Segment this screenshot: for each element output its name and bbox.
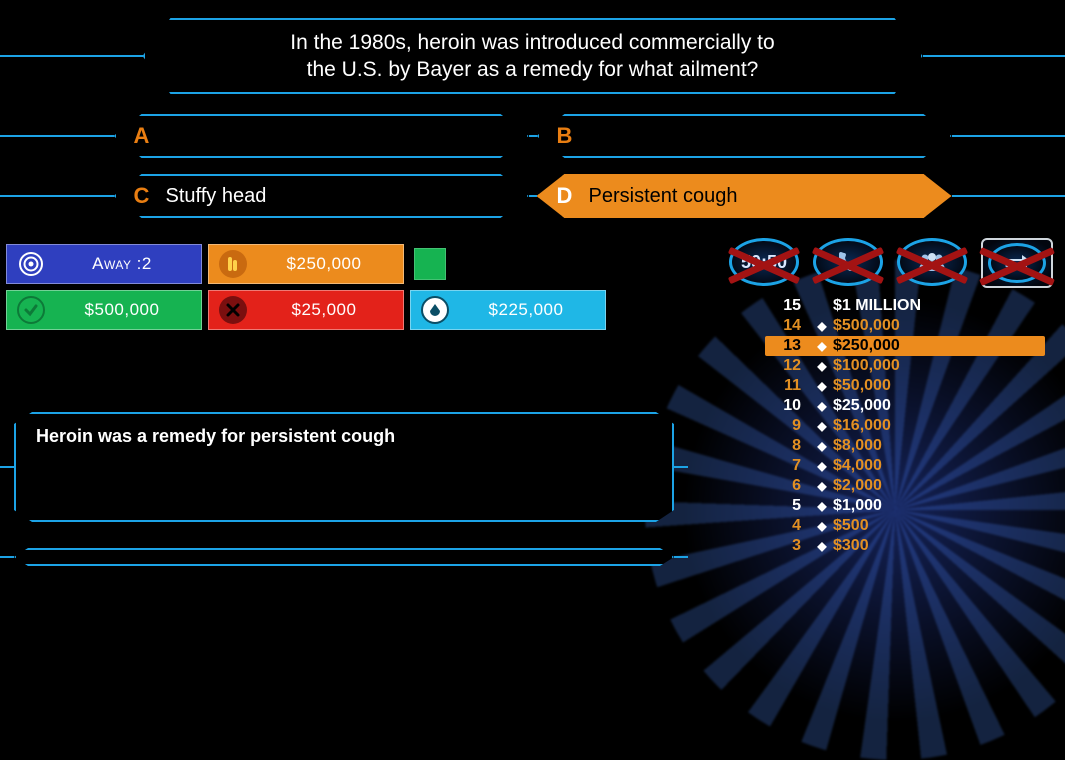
ladder-amount: $1 MILLION: [833, 297, 1039, 315]
ladder-num: 14: [771, 317, 811, 335]
ladder-amount: $500: [833, 517, 1039, 535]
ladder-amount: $25,000: [833, 397, 1039, 415]
ladder-num: 10: [771, 397, 811, 415]
tile-walk-label: $225,000: [457, 300, 595, 320]
ladder-amount: $16,000: [833, 417, 1039, 435]
bottom-strip: [0, 548, 700, 566]
answer-row-ab: A B: [0, 114, 1065, 158]
ladder-amount: $300: [833, 537, 1039, 555]
diamond-icon: ◆: [811, 499, 833, 513]
bottom-hex: [14, 548, 674, 566]
coins-icon: [219, 250, 247, 278]
ladder-row: 13◆$250,000: [765, 336, 1045, 356]
ladder-amount: $100,000: [833, 357, 1039, 375]
ladder-num: 4: [771, 517, 811, 535]
tile-bank: $500,000: [6, 290, 202, 330]
ladder-num: 6: [771, 477, 811, 495]
diamond-icon: ◆: [811, 479, 833, 493]
ladder-amount: $2,000: [833, 477, 1039, 495]
status-tiles: Away :2 $250,000 $500,000 $25,000 $225,0…: [6, 244, 606, 330]
answer-c[interactable]: C Stuffy head: [114, 174, 529, 218]
answer-d[interactable]: D Persistent cough: [537, 174, 952, 218]
ladder-amount: $1,000: [833, 497, 1039, 515]
tile-indicator: [410, 244, 606, 284]
ladder-row: 10◆$25,000: [765, 396, 1045, 416]
tile-wrong: $25,000: [208, 290, 404, 330]
diamond-icon: ◆: [811, 459, 833, 473]
answer-a-letter: A: [134, 123, 156, 149]
explain-strip: Heroin was a remedy for persistent cough: [0, 412, 700, 522]
diamond-icon: ◆: [811, 339, 833, 353]
lifeline-fifty-fifty[interactable]: 50:50: [729, 238, 799, 286]
tile-bank-label: $500,000: [53, 300, 191, 320]
ladder-num: 3: [771, 537, 811, 555]
lifeline-switch[interactable]: [981, 238, 1053, 288]
tile-walk: $225,000: [410, 290, 606, 330]
target-icon: [17, 250, 45, 278]
ladder-amount: $250,000: [833, 337, 1039, 355]
money-ladder: 15$1 MILLION14◆$500,00013◆$250,00012◆$10…: [765, 296, 1045, 556]
ladder-amount: $500,000: [833, 317, 1039, 335]
diamond-icon: ◆: [811, 419, 833, 433]
drop-icon: [421, 296, 449, 324]
explain-box: Heroin was a remedy for persistent cough: [14, 412, 674, 522]
tile-stake: $250,000: [208, 244, 404, 284]
ladder-num: 15: [771, 297, 811, 315]
ladder-row: 14◆$500,000: [765, 316, 1045, 336]
diamond-icon: ◆: [811, 359, 833, 373]
ladder-row: 6◆$2,000: [765, 476, 1045, 496]
ladder-num: 8: [771, 437, 811, 455]
ladder-row: 15 $1 MILLION: [765, 296, 1045, 316]
answer-row-cd: C Stuffy head D Persistent cough: [0, 174, 1065, 218]
answer-c-text: Stuffy head: [166, 185, 267, 208]
diamond-icon: ◆: [811, 379, 833, 393]
ladder-amount: $4,000: [833, 457, 1039, 475]
ladder-row: 7◆$4,000: [765, 456, 1045, 476]
lifelines: 50:50: [729, 238, 1053, 288]
explain-text: Heroin was a remedy for persistent cough: [36, 426, 395, 446]
ladder-num: 13: [771, 337, 811, 355]
ladder-row: 8◆$8,000: [765, 436, 1045, 456]
ladder-row: 3◆$300: [765, 536, 1045, 556]
ladder-row: 5◆$1,000: [765, 496, 1045, 516]
answer-c-letter: C: [134, 183, 156, 209]
indicator-square: [414, 248, 446, 280]
diamond-icon: ◆: [811, 439, 833, 453]
ladder-num: 5: [771, 497, 811, 515]
question-box: In the 1980s, heroin was introduced comm…: [143, 18, 923, 94]
answer-b[interactable]: B: [537, 114, 952, 158]
diamond-icon: ◆: [811, 519, 833, 533]
ladder-num: 9: [771, 417, 811, 435]
cross-icon: [219, 296, 247, 324]
answer-a[interactable]: A: [114, 114, 529, 158]
lifeline-phone[interactable]: [813, 238, 883, 286]
tile-away-label: Away :2: [53, 254, 191, 274]
ladder-num: 11: [771, 377, 811, 395]
diamond-icon: ◆: [811, 399, 833, 413]
answer-d-text: Persistent cough: [589, 185, 738, 208]
ladder-num: 7: [771, 457, 811, 475]
lifeline-audience[interactable]: [897, 238, 967, 286]
question-line1: In the 1980s, heroin was introduced comm…: [290, 29, 774, 56]
tile-stake-label: $250,000: [255, 254, 393, 274]
tile-wrong-label: $25,000: [255, 300, 393, 320]
ladder-amount: $8,000: [833, 437, 1039, 455]
ladder-row: 9◆$16,000: [765, 416, 1045, 436]
ladder-row: 12◆$100,000: [765, 356, 1045, 376]
ladder-row: 4◆$500: [765, 516, 1045, 536]
diamond-icon: ◆: [811, 319, 833, 333]
ladder-row: 11◆$50,000: [765, 376, 1045, 396]
answer-d-letter: D: [557, 183, 579, 209]
check-icon: [17, 296, 45, 324]
ladder-amount: $50,000: [833, 377, 1039, 395]
question-strip: In the 1980s, heroin was introduced comm…: [0, 18, 1065, 94]
diamond-icon: ◆: [811, 539, 833, 553]
ladder-num: 12: [771, 357, 811, 375]
question-line2: the U.S. by Bayer as a remedy for what a…: [307, 56, 759, 83]
answer-b-letter: B: [557, 123, 579, 149]
tile-away: Away :2: [6, 244, 202, 284]
